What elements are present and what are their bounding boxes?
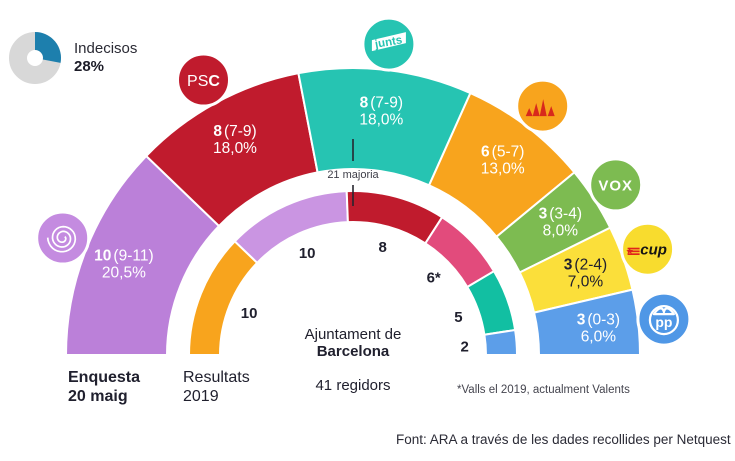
bcomu-badge [35, 210, 91, 266]
bcomu-spiral-icon [46, 225, 77, 253]
resultats-value-erc: 10 [241, 305, 258, 322]
resultats-value-psc: 8 [379, 239, 387, 256]
resultats-segment-erc [187, 239, 259, 356]
cup-logo-icon: ★ cup [626, 242, 667, 259]
center-seats-total: 41 regidors [315, 377, 391, 394]
ring-enquesta [64, 66, 642, 356]
resultats-line1: Resultats [183, 369, 250, 386]
enquesta-pct-erc: 13,0% [481, 161, 525, 178]
enquesta-label-pp: 3 (0-3) [577, 312, 620, 329]
center-line2: Barcelona [316, 343, 390, 360]
junts-logo-icon: junts [371, 32, 406, 52]
enquesta-pct-bcomu: 20,5% [102, 265, 146, 282]
enquesta-label-bcomu: 10 (9-11) [94, 248, 153, 265]
undecided-value: 28% [74, 58, 105, 75]
pp-logo-icon: pp [648, 305, 680, 336]
enquesta-label-junts: 8 (7-9) [360, 95, 403, 112]
enquesta-line1: Enquesta [68, 369, 141, 386]
erc-logo-icon [525, 99, 555, 117]
undecided-block: Indecisos 28% [74, 40, 137, 76]
enquesta-line2: 20 maig [68, 388, 128, 405]
psc-logo-icon: PSC [187, 73, 220, 90]
series-label-enquesta: Enquesta 20 maig [68, 368, 140, 406]
erc-badge [515, 78, 571, 134]
resultats-segment-psc [345, 190, 444, 245]
enquesta-label-cup: 3 (2-4) [564, 257, 607, 274]
resultats-value-pp: 2 [460, 338, 468, 355]
ring-resultats [187, 190, 519, 356]
chart-center-title: Ajuntament de Barcelona 41 regidors [253, 326, 453, 394]
enquesta-segment-pp [532, 288, 642, 356]
resultats-value-valls: 6* [427, 269, 441, 286]
party-badges: PSC junts VOX ★ cup pp [35, 16, 692, 347]
svg-text:cup: cup [640, 242, 667, 259]
source-credit: Font: ARA a través de les dades recollid… [396, 432, 731, 447]
vox-badge: VOX [588, 157, 644, 213]
ring-labels: 10 (9-11)20,5%8 (7-9)18,0%8 (7-9)18,0%6 (5-7… [94, 95, 620, 356]
undecided-donut-icon [9, 32, 61, 84]
enquesta-pct-junts: 18,0% [359, 112, 403, 129]
enquesta-label-psc: 8 (7-9) [213, 123, 256, 140]
resultats-segment-bcomu [233, 190, 349, 265]
junts-badge: junts [361, 16, 417, 72]
svg-text:VOX: VOX [598, 177, 633, 194]
cup-badge: ★ cup [620, 221, 676, 277]
enquesta-pct-psc: 18,0% [213, 140, 257, 157]
undecided-label: Indecisos [74, 40, 138, 57]
enquesta-pct-cup: 7,0% [568, 274, 604, 291]
majority-marker: 21 majoria [327, 139, 380, 206]
svg-text:PSC: PSC [187, 73, 220, 90]
svg-text:junts: junts [373, 34, 403, 51]
resultats-line2: 2019 [183, 388, 219, 405]
psc-badge: PSC [176, 52, 231, 108]
resultats-value-junts: 5 [454, 309, 462, 326]
enquesta-pct-pp: 6,0% [581, 329, 617, 346]
enquesta-label-erc: 6 (5-7) [481, 144, 524, 161]
majority-label: 21 majoria [327, 169, 379, 181]
enquesta-label-vox: 3 (3-4) [539, 206, 582, 223]
resultats-segment-pp [483, 328, 519, 356]
footnote: *Valls el 2019, actualment Valents [457, 384, 630, 396]
enquesta-pct-vox: 8,0% [543, 223, 579, 240]
resultats-value-bcomu: 10 [299, 245, 316, 262]
vox-logo-icon: VOX [598, 177, 633, 194]
center-line1: Ajuntament de [304, 326, 402, 343]
pp-badge: pp [636, 291, 692, 347]
series-label-resultats: Resultats 2019 [183, 368, 250, 406]
undecided-wedge [34, 32, 61, 63]
svg-text:★: ★ [626, 246, 634, 256]
svg-text:pp: pp [655, 314, 672, 330]
